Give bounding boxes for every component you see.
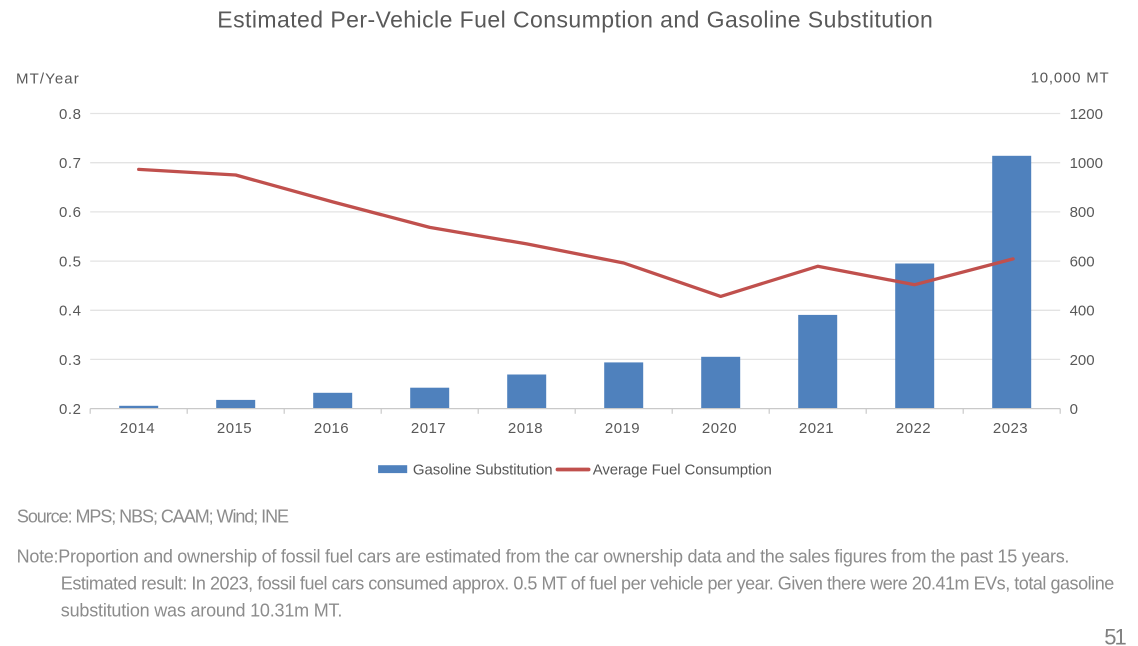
svg-text:200: 200 (1070, 352, 1095, 369)
svg-text:MT/Year: MT/Year (16, 71, 80, 88)
svg-text:0.6: 0.6 (59, 204, 82, 221)
svg-text:0.8: 0.8 (59, 106, 82, 123)
svg-text:2016: 2016 (314, 420, 349, 437)
svg-text:2019: 2019 (605, 420, 640, 437)
svg-text:Note:Proportion and ownership: Note:Proportion and ownership of fossil … (17, 546, 1070, 566)
svg-text:0.4: 0.4 (59, 303, 82, 320)
svg-text:800: 800 (1070, 204, 1095, 221)
svg-text:0.3: 0.3 (59, 352, 82, 369)
svg-text:10,000 MT: 10,000 MT (1031, 70, 1110, 87)
svg-text:0: 0 (1070, 401, 1078, 418)
svg-text:2014: 2014 (120, 420, 155, 437)
svg-text:2015: 2015 (217, 420, 252, 437)
svg-text:2023: 2023 (993, 420, 1028, 437)
svg-text:1200: 1200 (1070, 106, 1103, 123)
svg-text:2020: 2020 (702, 420, 737, 437)
svg-text:2017: 2017 (411, 420, 446, 437)
svg-text:0.2: 0.2 (59, 401, 82, 418)
svg-text:2018: 2018 (508, 420, 543, 437)
svg-text:Gasoline Substitution: Gasoline Substitution (413, 462, 553, 479)
svg-text:Estimated Per-Vehicle Fuel Con: Estimated Per-Vehicle Fuel Consumption a… (217, 6, 933, 32)
svg-text:2022: 2022 (896, 420, 931, 437)
svg-text:substitution was around 10.31m: substitution was around 10.31m MT. (61, 600, 342, 620)
svg-text:600: 600 (1070, 253, 1095, 270)
svg-text:2021: 2021 (799, 420, 834, 437)
svg-text:Average Fuel Consumption: Average Fuel Consumption (593, 462, 772, 479)
svg-text:1000: 1000 (1070, 155, 1103, 172)
svg-text:51: 51 (1104, 625, 1126, 646)
svg-text:400: 400 (1070, 303, 1095, 320)
svg-text:0.7: 0.7 (59, 155, 82, 172)
svg-text:0.5: 0.5 (59, 253, 82, 270)
svg-text:Estimated result: In 2023, fos: Estimated result: In 2023, fossil fuel c… (61, 574, 1114, 594)
svg-text:Source: MPS; NBS; CAAM; Wind;: Source: MPS; NBS; CAAM; Wind; INE (17, 507, 289, 527)
